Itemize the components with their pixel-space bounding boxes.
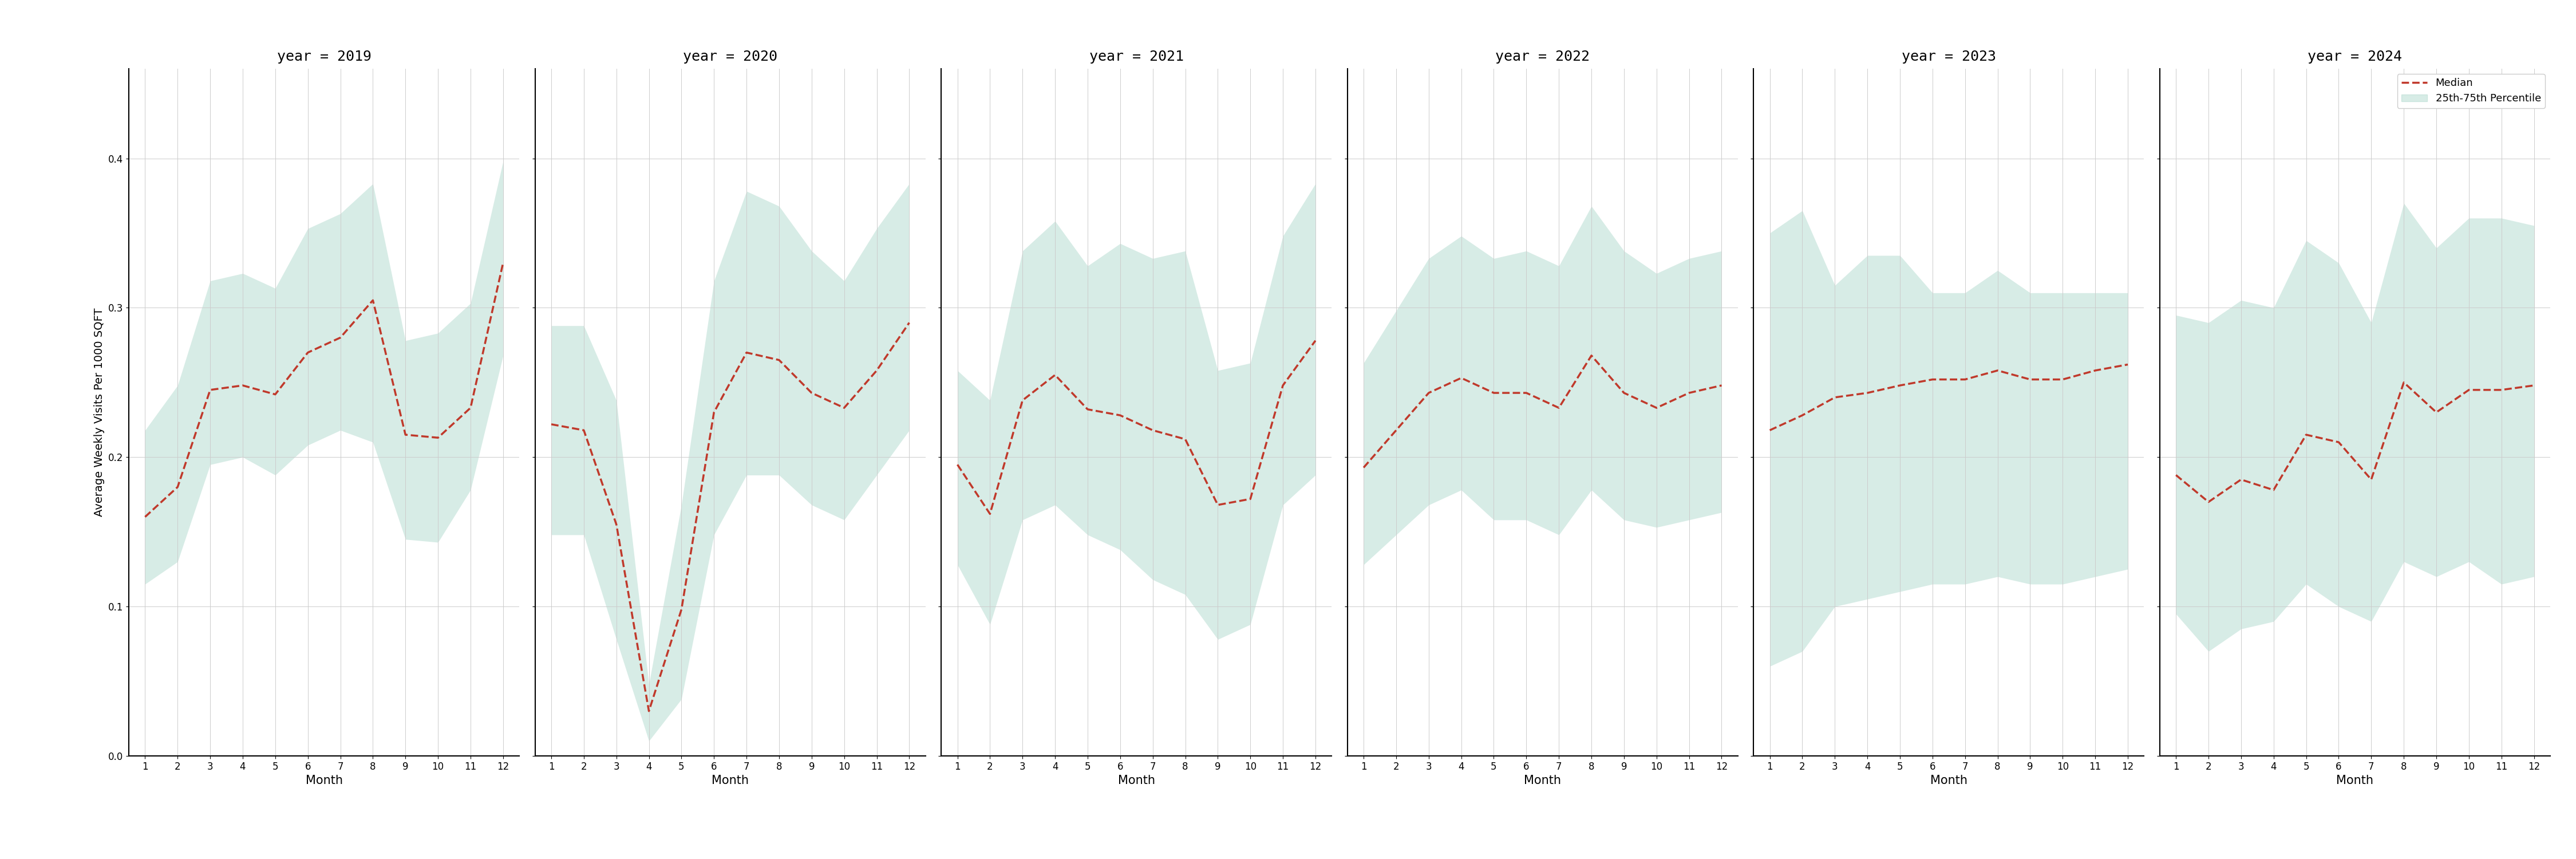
X-axis label: Month: Month: [2336, 775, 2372, 787]
X-axis label: Month: Month: [1525, 775, 1561, 787]
Title: year = 2024: year = 2024: [2308, 50, 2403, 64]
X-axis label: Month: Month: [1118, 775, 1154, 787]
Title: year = 2019: year = 2019: [276, 50, 371, 64]
Title: year = 2021: year = 2021: [1090, 50, 1182, 64]
Title: year = 2022: year = 2022: [1497, 50, 1589, 64]
Title: year = 2020: year = 2020: [683, 50, 778, 64]
X-axis label: Month: Month: [1929, 775, 1968, 787]
X-axis label: Month: Month: [711, 775, 750, 787]
Title: year = 2023: year = 2023: [1901, 50, 1996, 64]
Y-axis label: Average Weekly Visits Per 1000 SQFT: Average Weekly Visits Per 1000 SQFT: [95, 308, 106, 516]
Legend: Median, 25th-75th Percentile: Median, 25th-75th Percentile: [2398, 74, 2545, 108]
X-axis label: Month: Month: [307, 775, 343, 787]
